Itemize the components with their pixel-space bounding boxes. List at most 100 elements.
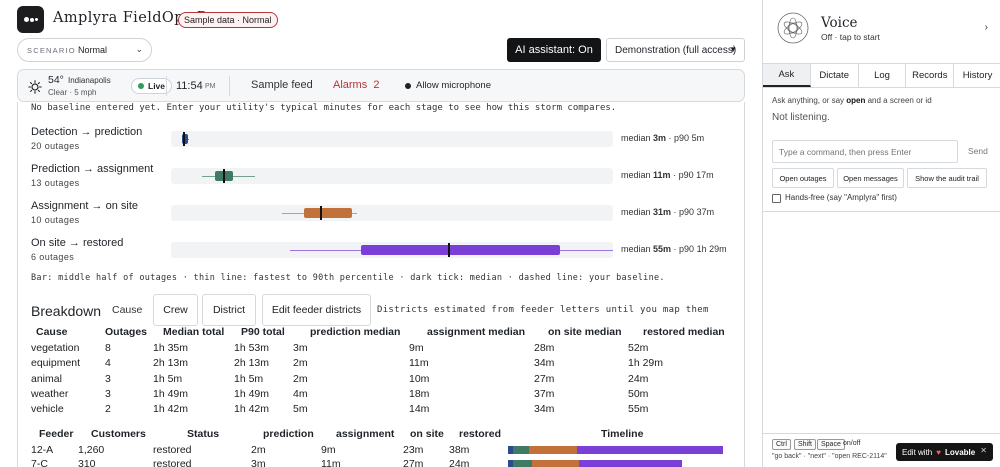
stage-iqr-bar[interactable] bbox=[361, 245, 560, 255]
divider bbox=[763, 433, 1000, 434]
timeline-bar[interactable] bbox=[508, 446, 723, 454]
timeline-segment bbox=[578, 460, 682, 467]
stage-median: 55m bbox=[653, 244, 672, 254]
column-header[interactable]: Median total bbox=[163, 326, 225, 338]
table-cell: 1,260 bbox=[78, 444, 105, 456]
table-cell: 1h 53m bbox=[234, 342, 270, 354]
microphone-label: Allow microphone bbox=[416, 80, 491, 91]
table-cell: vegetation bbox=[31, 342, 80, 354]
edit-feeder-districts-button[interactable]: Edit feeder districts bbox=[262, 294, 371, 326]
column-header[interactable]: assignment median bbox=[427, 326, 526, 338]
hint-prefix: Ask anything, or say bbox=[772, 96, 847, 105]
stage-median-tick bbox=[448, 243, 451, 257]
mode-select-value: Demonstration (full access) bbox=[615, 45, 737, 56]
stage-iqr-bar[interactable] bbox=[303, 208, 353, 218]
shortcut-note: on/off bbox=[843, 440, 861, 447]
ai-assistant-button[interactable]: AI assistant: On bbox=[507, 38, 601, 62]
microphone-dot-icon bbox=[405, 82, 411, 89]
column-header[interactable]: prediction median bbox=[310, 326, 401, 338]
chevron-right-icon[interactable]: › bbox=[984, 22, 988, 33]
table-cell: 2m bbox=[251, 444, 266, 456]
timeline-bar[interactable] bbox=[508, 460, 723, 467]
tab-history[interactable]: History bbox=[954, 64, 1000, 87]
table-cell: 7-C bbox=[31, 458, 48, 467]
tab-ask[interactable]: Ask bbox=[763, 64, 811, 87]
allow-microphone-button[interactable]: Allow microphone bbox=[405, 80, 491, 91]
stage-label: Assignment → on site bbox=[31, 200, 138, 212]
table-cell: 50m bbox=[628, 387, 649, 400]
alarms-button[interactable]: Alarms 2 bbox=[333, 79, 379, 91]
stage-track bbox=[171, 131, 613, 147]
close-icon[interactable]: ✕ bbox=[980, 446, 987, 455]
stage-p90: p90 37m bbox=[679, 207, 715, 217]
column-header[interactable]: prediction bbox=[263, 428, 314, 440]
column-header[interactable]: Status bbox=[187, 428, 220, 440]
column-header[interactable]: Customers bbox=[91, 428, 146, 440]
stage-median-tick bbox=[320, 206, 323, 220]
table-cell: 1h 5m bbox=[234, 372, 264, 385]
live-label: Live bbox=[148, 81, 166, 91]
column-header[interactable]: assignment bbox=[336, 428, 395, 440]
table-cell: 24m bbox=[628, 372, 649, 385]
stage-count: 10 outages bbox=[31, 215, 80, 225]
main-content[interactable]: No baseline entered yet. Enter your util… bbox=[17, 102, 745, 467]
voice-emblem-icon[interactable] bbox=[777, 12, 809, 44]
handsfree-checkbox[interactable] bbox=[772, 194, 781, 203]
column-header[interactable]: Outages bbox=[105, 326, 148, 338]
lovable-prefix: Edit with bbox=[902, 447, 933, 457]
table-cell: 3 bbox=[105, 372, 111, 385]
key-shift: Shift bbox=[794, 439, 817, 450]
table-cell: 34m bbox=[534, 357, 555, 370]
command-input[interactable] bbox=[772, 140, 958, 163]
stage-p90: p90 17m bbox=[678, 170, 714, 180]
column-header[interactable]: Feeder bbox=[39, 428, 74, 440]
table-cell: 8 bbox=[105, 342, 111, 354]
column-header[interactable]: on site bbox=[410, 428, 444, 440]
table-cell: 2 bbox=[105, 403, 111, 416]
column-header[interactable]: restored median bbox=[643, 326, 725, 338]
stage-track bbox=[171, 168, 613, 184]
caret-down-icon: ▼ bbox=[729, 45, 737, 54]
table-cell: equipment bbox=[31, 357, 81, 370]
column-header[interactable]: P90 total bbox=[241, 326, 285, 338]
column-header[interactable]: on site median bbox=[548, 326, 622, 338]
voice-status[interactable]: Off · tap to start bbox=[821, 32, 880, 42]
timeline-segment bbox=[532, 460, 579, 467]
open-messages-button[interactable]: Open messages bbox=[837, 168, 904, 188]
column-header[interactable]: restored bbox=[459, 428, 502, 440]
app-logo[interactable] bbox=[17, 6, 44, 33]
table-cell: 27m bbox=[534, 372, 555, 385]
table-cell: 5m bbox=[293, 403, 308, 416]
table-cell: 55m bbox=[628, 403, 649, 416]
table-cell: 1h 29m bbox=[628, 357, 664, 370]
tab-dictate[interactable]: Dictate bbox=[810, 64, 859, 87]
table-cell: 3m bbox=[251, 458, 266, 467]
tab-district[interactable]: District bbox=[202, 294, 256, 326]
table-cell: 28m bbox=[534, 342, 555, 354]
scenario-select[interactable]: SCENARIO Normal ⌄ bbox=[17, 38, 152, 62]
show-audit-trail-button[interactable]: Show the audit trail bbox=[907, 168, 987, 188]
sample-feed-link[interactable]: Sample feed bbox=[251, 79, 313, 91]
timeline-segment bbox=[508, 446, 514, 454]
status-bar: 54° Indianapolis Clear · 5 mph Live 11:5… bbox=[17, 69, 745, 102]
send-button[interactable]: Send bbox=[968, 146, 988, 156]
table-cell: 1h 35m bbox=[153, 342, 189, 354]
live-badge[interactable]: Live bbox=[131, 78, 173, 94]
table-cell: 4 bbox=[105, 357, 111, 370]
table-cell: 27m bbox=[403, 458, 424, 467]
tab-log[interactable]: Log bbox=[858, 64, 907, 87]
stage-stat: median 11m · p90 17m bbox=[621, 170, 714, 180]
sample-data-badge: Sample data · Normal bbox=[178, 12, 278, 28]
hint-bold: open bbox=[846, 96, 866, 105]
stage-track bbox=[171, 205, 613, 221]
clock-ampm: PM bbox=[205, 83, 216, 90]
tab-cause[interactable]: Cause bbox=[112, 304, 143, 316]
edit-with-lovable-badge[interactable]: Edit with ♥ Lovable ✕ bbox=[896, 443, 993, 461]
mode-select[interactable]: Demonstration (full access) ▼ bbox=[606, 38, 745, 62]
open-outages-button[interactable]: Open outages bbox=[772, 168, 834, 188]
column-header[interactable]: Cause bbox=[36, 326, 68, 338]
table-cell: 9m bbox=[409, 342, 424, 354]
column-header[interactable]: Timeline bbox=[601, 428, 644, 440]
tab-crew[interactable]: Crew bbox=[153, 294, 198, 326]
tab-records[interactable]: Records bbox=[906, 64, 955, 87]
